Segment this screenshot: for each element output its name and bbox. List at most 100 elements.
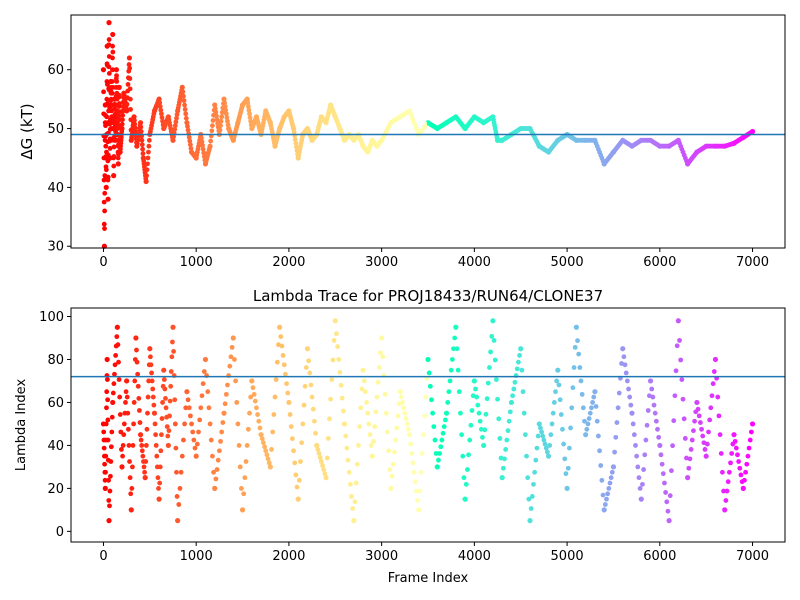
- delta-g-point: [100, 67, 107, 73]
- lambda-point: [409, 451, 415, 456]
- lambda-point: [491, 337, 497, 343]
- delta-g-point: [138, 129, 144, 134]
- lambda-point: [161, 377, 167, 383]
- delta-g-point: [293, 140, 299, 146]
- lambda-point: [123, 400, 128, 405]
- lambda-point: [540, 433, 546, 439]
- delta-g-point: [157, 100, 163, 106]
- delta-g-point: [222, 100, 227, 106]
- lambda-point: [335, 344, 340, 349]
- lambda-point: [117, 394, 123, 400]
- lambda-point: [521, 410, 527, 416]
- delta-g-point: [181, 93, 186, 99]
- lambda-point: [103, 421, 109, 427]
- lambda-point: [149, 378, 155, 384]
- lambda-point: [728, 460, 733, 466]
- lambda-point: [316, 451, 322, 456]
- lambda-point: [143, 443, 149, 448]
- lambda-point: [378, 350, 383, 356]
- lambda-point: [666, 518, 672, 524]
- lambda-point: [547, 443, 553, 448]
- delta-g-point: [119, 129, 125, 134]
- lambda-point: [732, 438, 738, 444]
- x-tick-label: 1000: [180, 255, 213, 270]
- delta-g-point: [299, 134, 305, 140]
- lambda-point: [576, 351, 582, 357]
- lambda-point: [669, 468, 674, 474]
- x-tick-label: 4000: [458, 255, 491, 270]
- lambda-point: [271, 412, 277, 417]
- lambda-point: [196, 429, 201, 435]
- lambda-point: [613, 434, 619, 440]
- lambda-point: [544, 449, 550, 455]
- x-tick-label: 5000: [551, 549, 584, 564]
- lambda-point: [508, 399, 515, 406]
- lambda-point: [104, 389, 110, 395]
- delta-g-point: [125, 82, 131, 87]
- lambda-point: [127, 459, 132, 464]
- lambda-point: [715, 394, 721, 400]
- lambda-point: [670, 443, 675, 449]
- lambda-point: [449, 357, 455, 362]
- lambda-point: [538, 425, 543, 431]
- lambda-point: [429, 397, 434, 403]
- lambda-point: [480, 434, 485, 440]
- lambda-point: [340, 408, 346, 414]
- delta-g-point: [213, 109, 219, 115]
- delta-g-point: [123, 106, 129, 112]
- lambda-point: [137, 420, 143, 425]
- lambda-point: [737, 465, 743, 471]
- lambda-point: [249, 378, 255, 384]
- delta-g-point: [214, 113, 219, 119]
- lambda-point: [172, 397, 178, 403]
- lambda-point: [190, 429, 196, 435]
- delta-g-point: [223, 111, 229, 117]
- lambda-point: [237, 464, 243, 470]
- x-tick-label: 5000: [551, 255, 584, 270]
- delta-g-point: [104, 82, 110, 87]
- lambda-point: [363, 389, 368, 395]
- lambda-point: [261, 440, 266, 446]
- lambda-point: [672, 393, 678, 399]
- lambda-point: [427, 383, 433, 389]
- lambda-point: [247, 410, 252, 416]
- lambda-point: [673, 368, 679, 374]
- lambda-point: [691, 428, 696, 434]
- lambda-point: [579, 391, 585, 397]
- lambda-point: [147, 346, 153, 352]
- lambda-point: [742, 477, 747, 483]
- lambda-point: [543, 445, 549, 451]
- lambda-point: [493, 377, 499, 383]
- lambda-point: [644, 422, 650, 428]
- lambda-point: [228, 354, 234, 360]
- lambda-point: [172, 421, 178, 427]
- lambda-point: [402, 410, 408, 416]
- delta-g-x-ticks: 0 1000 2000 3000 4000 5000 6000 7000: [99, 248, 769, 270]
- delta-g-point: [128, 107, 133, 112]
- lambda-point: [104, 356, 110, 363]
- lambda-point: [489, 333, 495, 339]
- lambda-point: [442, 417, 448, 423]
- lambda-point: [688, 447, 694, 452]
- lambda-point: [593, 404, 599, 409]
- lambda-point: [451, 346, 456, 352]
- lambda-point: [717, 432, 723, 438]
- lambda-point: [108, 444, 114, 450]
- x-tick-label: 0: [99, 255, 107, 270]
- lambda-point: [288, 424, 294, 430]
- lambda-point: [223, 391, 229, 397]
- y-tick-label: 100: [39, 310, 64, 325]
- lambda-point: [170, 324, 176, 330]
- lambda-point: [624, 378, 630, 384]
- delta-g-point: [173, 119, 179, 125]
- delta-g-point: [105, 196, 111, 202]
- lambda-point: [284, 381, 289, 387]
- lambda-point: [637, 485, 643, 491]
- lambda-point: [519, 367, 525, 373]
- lambda-point: [191, 437, 197, 443]
- lambda-point: [358, 405, 364, 411]
- lambda-point: [270, 429, 276, 435]
- lambda-point: [216, 448, 222, 454]
- lambda-point: [517, 353, 522, 358]
- lambda-point: [718, 451, 724, 456]
